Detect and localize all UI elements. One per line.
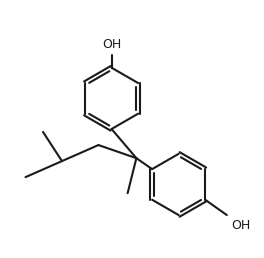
Text: OH: OH [102,38,121,51]
Text: OH: OH [231,219,251,232]
